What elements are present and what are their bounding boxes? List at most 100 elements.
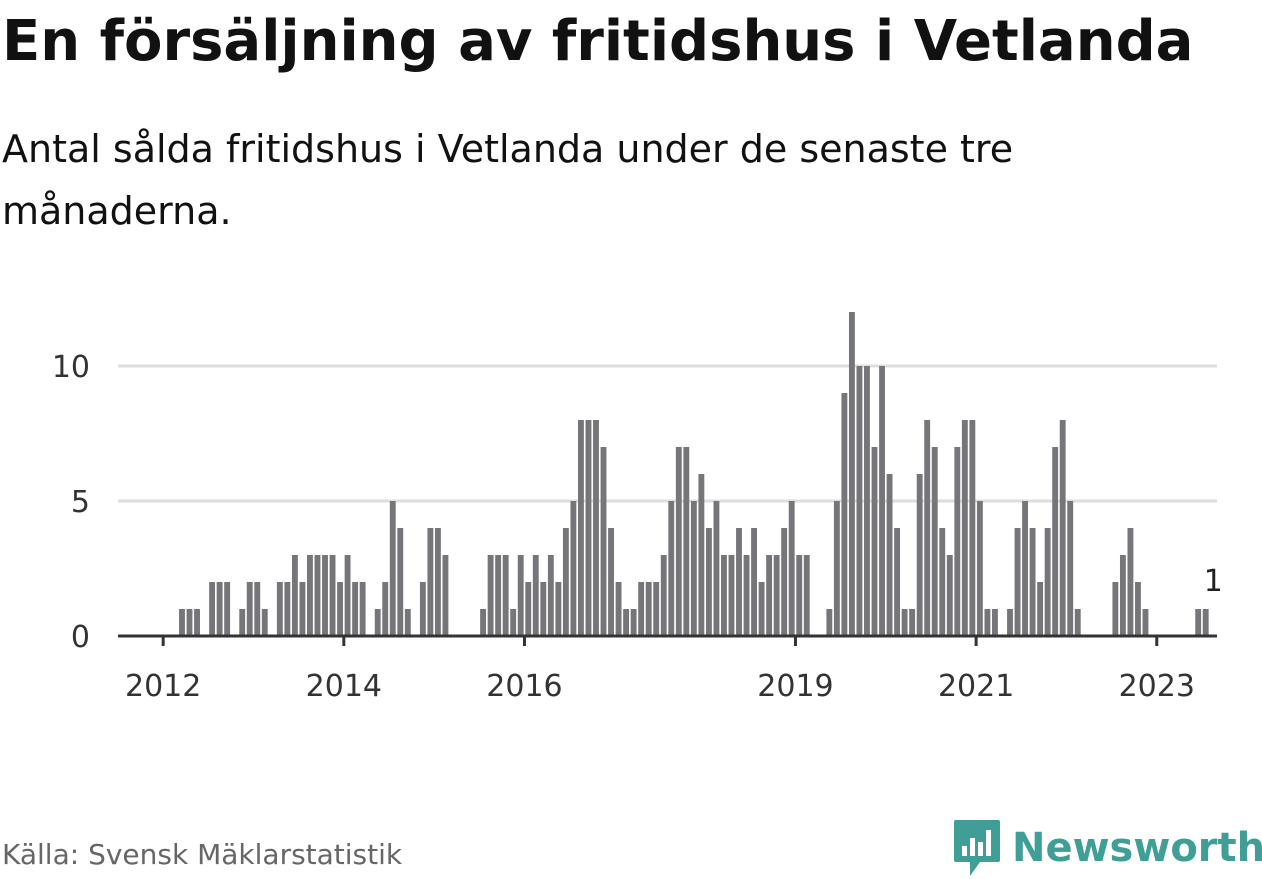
data-labels: 1 [1204, 564, 1223, 599]
bar [713, 501, 720, 636]
bar [547, 555, 554, 636]
bar [1142, 609, 1149, 636]
bar [1074, 609, 1081, 636]
bar [404, 609, 411, 636]
bar [856, 366, 863, 636]
bar [638, 582, 645, 636]
bar [871, 447, 878, 636]
brand-logo[interactable]: Newsworthy [952, 818, 1262, 878]
bar [969, 420, 976, 636]
bar [216, 582, 223, 636]
bar [427, 528, 434, 636]
bar [864, 366, 870, 636]
bar [442, 555, 449, 636]
bar [359, 582, 366, 636]
bar [540, 582, 547, 636]
bar [1022, 501, 1028, 636]
bar [946, 555, 953, 636]
bar [291, 555, 298, 636]
bar [781, 528, 788, 636]
bar [826, 609, 833, 636]
bar [901, 609, 908, 636]
bar [570, 501, 577, 636]
bar [758, 582, 765, 636]
bar [585, 420, 592, 636]
x-tick-label: 2016 [486, 669, 562, 704]
bar [284, 582, 291, 636]
bars [179, 312, 1209, 636]
chart-subtitle: Antal sålda fritidshus i Vetlanda under … [2, 127, 1014, 233]
gridlines [118, 364, 1217, 503]
bar [209, 582, 216, 636]
newsworthy-logo-icon [954, 820, 1000, 876]
bar [924, 420, 931, 636]
bar [276, 582, 283, 636]
bar [1195, 609, 1202, 636]
bar [329, 555, 336, 636]
bar [1127, 528, 1134, 636]
bar [495, 555, 502, 636]
bar [645, 582, 652, 636]
brand-name: Newsworthy [1012, 825, 1262, 871]
bar [1067, 501, 1074, 636]
bar [246, 582, 253, 636]
y-axis-ticks: 0 5 10 [52, 350, 90, 655]
bar [510, 609, 517, 636]
y-tick-label: 10 [52, 350, 90, 385]
bar [608, 528, 614, 636]
x-tick-label: 2012 [125, 669, 201, 704]
bar [675, 447, 682, 636]
bar [1014, 528, 1021, 636]
bar [1059, 420, 1066, 636]
bar [931, 447, 938, 636]
bar [743, 555, 750, 636]
source-note: Källa: Svensk Mäklarstatistik [2, 838, 403, 871]
bar [186, 609, 193, 636]
bar [833, 501, 840, 636]
bar [954, 447, 961, 636]
bar [698, 474, 705, 636]
chart-title: En försäljning av fritidshus i Vetlanda [2, 9, 1194, 74]
bar [555, 582, 562, 636]
bar [690, 501, 697, 636]
x-axis-ticks: 2012 2014 2016 2019 2021 2023 [125, 636, 1195, 704]
bar [254, 582, 261, 636]
bar [894, 528, 901, 636]
bar [434, 528, 441, 636]
bar [886, 474, 893, 636]
bar [562, 528, 569, 636]
bar [480, 609, 487, 636]
bar [419, 582, 426, 636]
y-tick-label: 5 [71, 485, 90, 520]
bar [751, 528, 757, 636]
x-tick-label: 2014 [306, 669, 382, 704]
bar [1112, 582, 1119, 636]
bar [389, 501, 396, 636]
bar [578, 420, 584, 636]
bar [374, 609, 381, 636]
bar [337, 582, 343, 636]
bar [705, 528, 712, 636]
bar [299, 582, 306, 636]
bar [344, 555, 351, 636]
bar [532, 555, 539, 636]
bar [992, 609, 998, 636]
x-tick-label: 2023 [1119, 669, 1195, 704]
bar [593, 420, 599, 636]
bar [623, 609, 630, 636]
bar [261, 609, 268, 636]
bar [841, 393, 848, 636]
bar [803, 555, 810, 636]
bar [487, 555, 494, 636]
bar [397, 528, 404, 636]
bar [939, 528, 946, 636]
bar [1037, 582, 1044, 636]
bar [525, 582, 532, 636]
bar [224, 582, 231, 636]
bar [796, 555, 803, 636]
bar [683, 447, 690, 636]
bar [307, 555, 313, 636]
bar [314, 555, 321, 636]
bar [179, 609, 185, 636]
